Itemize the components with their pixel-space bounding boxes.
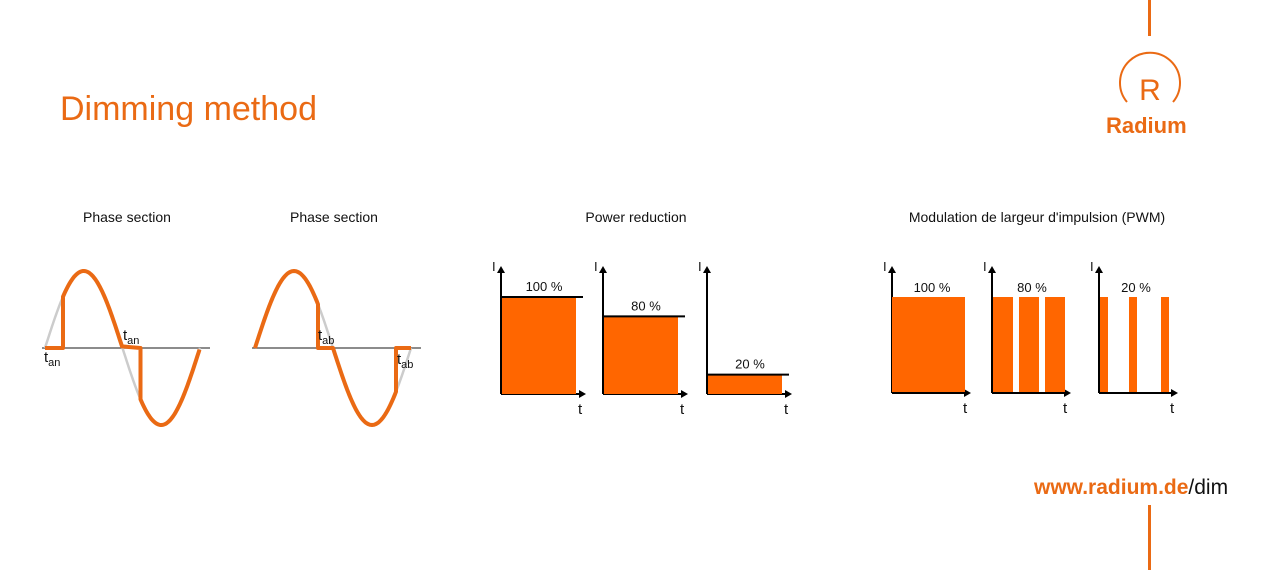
power-reduction-2-axes: It	[698, 259, 792, 418]
y-axis-arrow-icon	[888, 266, 896, 273]
pwm-pulse	[1100, 297, 1108, 392]
x-axis-arrow-icon	[579, 390, 586, 398]
x-axis-label: t	[1170, 400, 1175, 417]
power-level-label: 80 %	[631, 298, 661, 313]
pwm-pulse	[1019, 297, 1039, 392]
x-axis-arrow-icon	[964, 389, 971, 397]
power-level-label: 20 %	[735, 357, 765, 372]
pwm-pulse	[1161, 297, 1169, 392]
x-axis-label: t	[784, 401, 789, 418]
pwm-title: Modulation de largeur d'impulsion (PWM)	[908, 209, 1166, 225]
url-domain[interactable]: www.radium.de	[1034, 476, 1189, 499]
t-ab-label: tab	[318, 327, 334, 347]
radium-logo-icon: R	[1119, 51, 1181, 107]
t-an-label: tan	[44, 349, 60, 369]
pwm-pulse	[892, 297, 965, 392]
brand-line-bottom	[1148, 505, 1151, 570]
pwm-2-axes: It	[1090, 259, 1178, 417]
x-axis-label: t	[578, 401, 583, 418]
y-axis-label: I	[983, 259, 987, 274]
x-axis-label: t	[1063, 400, 1068, 417]
pwm-level-label: 100 %	[914, 280, 951, 295]
y-axis-arrow-icon	[599, 266, 607, 273]
y-axis-label: I	[883, 259, 887, 274]
pwm-level-label: 80 %	[1017, 280, 1047, 295]
url-link[interactable]: www.radium.de/dim	[1034, 476, 1228, 500]
pwm-pulse	[1045, 297, 1065, 392]
power-reduction-title: Power reduction	[585, 209, 687, 225]
x-axis-label: t	[680, 401, 685, 418]
x-axis-arrow-icon	[681, 390, 688, 398]
x-axis-label: t	[963, 400, 968, 417]
power-bar	[502, 297, 576, 394]
y-axis-label: I	[1090, 259, 1094, 274]
pwm-1-axes: It	[983, 259, 1071, 417]
t-ab-label: tab	[397, 351, 413, 371]
brand-line-top	[1148, 0, 1151, 36]
pwm-pulse	[1129, 297, 1137, 392]
y-axis-label: I	[698, 259, 702, 274]
x-axis-arrow-icon	[785, 390, 792, 398]
y-axis-arrow-icon	[1095, 266, 1103, 273]
logo-letter: R	[1139, 74, 1161, 107]
phase-cut-off-title: Phase section	[290, 209, 378, 225]
power-bar	[604, 316, 678, 394]
y-axis-arrow-icon	[988, 266, 996, 273]
power-level-label: 100 %	[526, 279, 563, 294]
x-axis-arrow-icon	[1064, 389, 1071, 397]
url-path[interactable]: /dim	[1188, 476, 1229, 499]
phase-cut-on-title: Phase section	[83, 209, 171, 225]
y-axis-arrow-icon	[703, 266, 711, 273]
y-axis-arrow-icon	[497, 266, 505, 273]
phase-cut-on-waveform	[45, 269, 202, 427]
power-bar	[708, 374, 782, 394]
x-axis-arrow-icon	[1171, 389, 1178, 397]
pwm-pulse	[993, 297, 1013, 392]
y-axis-label: I	[492, 259, 496, 274]
pwm-level-label: 20 %	[1121, 280, 1151, 295]
y-axis-label: I	[594, 259, 598, 274]
page-title: Dimming method	[60, 90, 317, 128]
t-an-label: tan	[123, 327, 139, 347]
phase-cut-off-waveform	[253, 269, 411, 427]
brand-name: Radium	[1106, 113, 1187, 138]
